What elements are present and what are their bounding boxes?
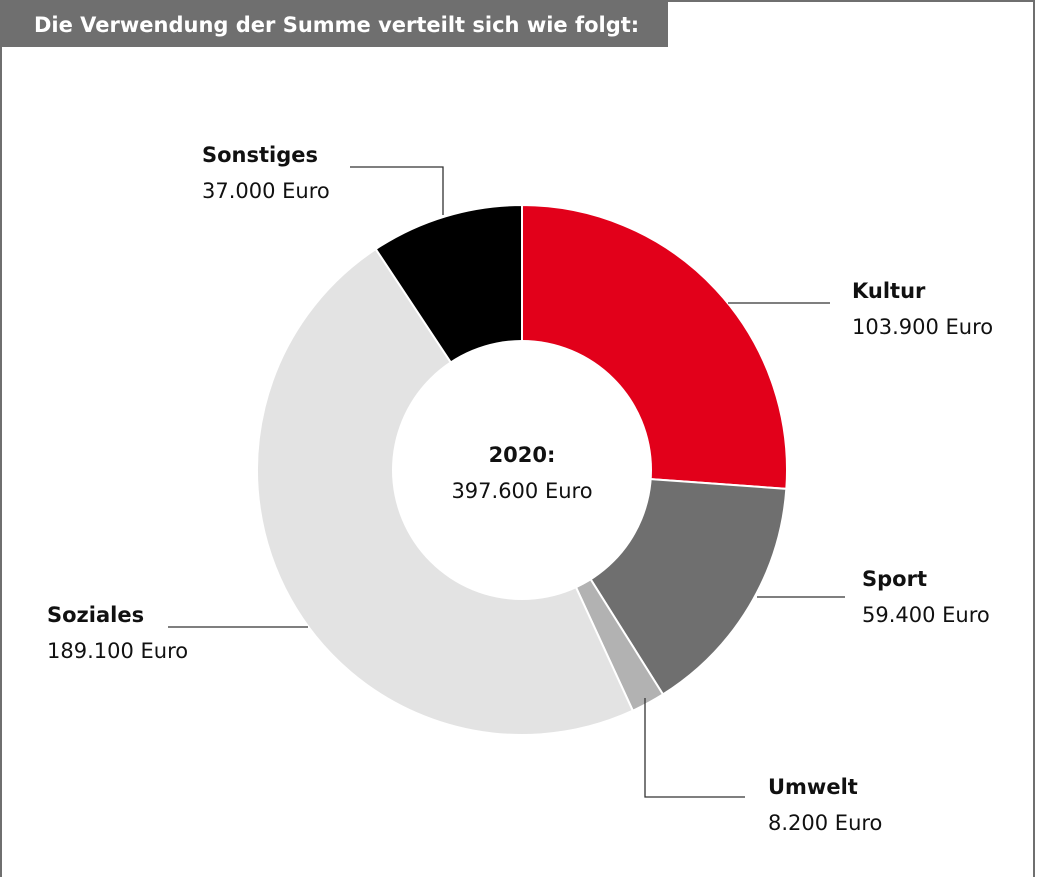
donut-hole [392,340,652,600]
leader-lines [168,166,845,798]
value-label: 8.200 Euro [768,811,882,835]
value-label: 189.100 Euro [47,639,188,663]
title-banner [0,0,668,47]
value-label: 59.400 Euro [862,603,990,627]
center-title: 2020: [489,443,556,467]
center-total: 397.600 Euro [451,479,592,503]
value-label: 37.000 Euro [202,179,330,203]
chart-title: Die Verwendung der Summe verteilt sich w… [34,13,639,37]
slice-label: Sport [862,567,927,591]
slice-label: Umwelt [768,775,858,799]
value-label: 103.900 Euro [852,315,993,339]
slice-label: Sonstiges [202,143,318,167]
leader-line [350,166,444,215]
slice-label: Kultur [852,279,926,303]
slice-label: Soziales [47,603,144,627]
leader-line [644,698,745,798]
